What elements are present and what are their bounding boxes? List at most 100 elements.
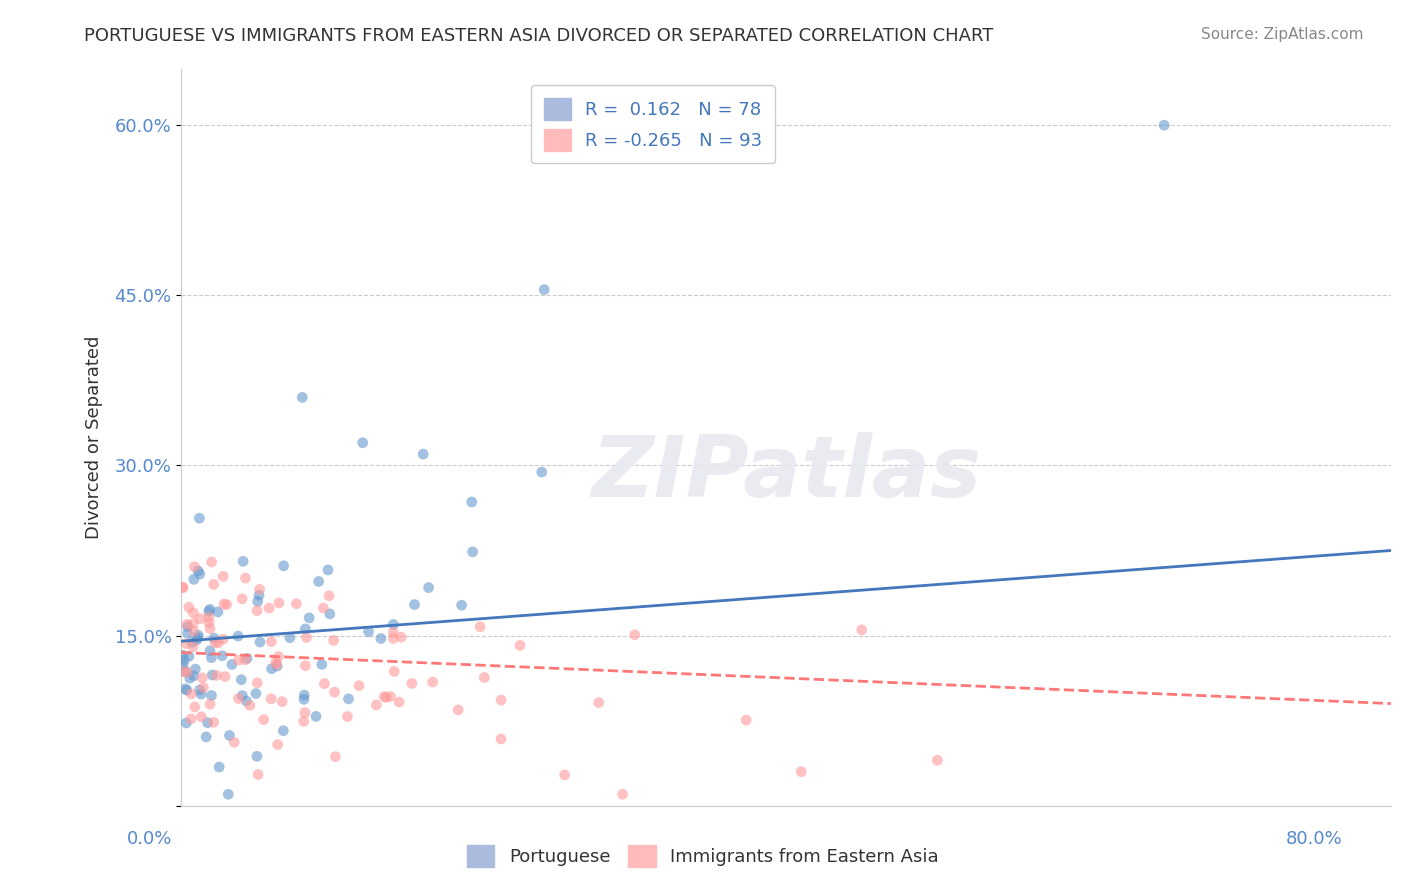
Point bbox=[316, 563, 339, 577]
Point bbox=[202, 631, 225, 645]
Point bbox=[184, 700, 207, 714]
Point bbox=[207, 605, 229, 619]
Point bbox=[249, 582, 271, 597]
Point bbox=[489, 731, 512, 746]
Point bbox=[260, 691, 283, 706]
Point bbox=[412, 447, 434, 461]
Point bbox=[382, 632, 405, 646]
Point bbox=[260, 634, 283, 648]
Point bbox=[450, 598, 472, 612]
Point bbox=[295, 631, 318, 645]
Point bbox=[336, 709, 359, 723]
Point bbox=[198, 644, 221, 658]
Point bbox=[322, 633, 344, 648]
Point bbox=[323, 685, 346, 699]
Point bbox=[200, 650, 222, 665]
Y-axis label: Divorced or Separated: Divorced or Separated bbox=[86, 335, 103, 539]
Point bbox=[204, 635, 226, 649]
Point bbox=[190, 687, 212, 701]
Point bbox=[298, 611, 321, 625]
Point bbox=[312, 601, 335, 615]
Point bbox=[266, 659, 288, 673]
Point bbox=[468, 620, 491, 634]
Point bbox=[404, 598, 426, 612]
Point bbox=[530, 465, 553, 479]
Point bbox=[235, 694, 257, 708]
Point bbox=[533, 283, 555, 297]
Point bbox=[172, 648, 194, 663]
Point bbox=[198, 622, 221, 636]
Point bbox=[375, 690, 398, 705]
Point bbox=[183, 616, 205, 631]
Point bbox=[174, 681, 197, 696]
Point bbox=[382, 665, 405, 679]
Point bbox=[228, 653, 250, 667]
Point bbox=[292, 692, 315, 706]
Point bbox=[422, 675, 444, 690]
Point bbox=[232, 554, 254, 568]
Point bbox=[278, 631, 301, 645]
Point bbox=[172, 581, 194, 595]
Point bbox=[177, 649, 200, 664]
Point bbox=[325, 749, 347, 764]
Point bbox=[221, 657, 243, 672]
Point bbox=[211, 648, 233, 663]
Point bbox=[198, 615, 221, 630]
Point bbox=[461, 495, 484, 509]
Legend: R =  0.162   N = 78, R = -0.265   N = 93: R = 0.162 N = 78, R = -0.265 N = 93 bbox=[531, 85, 775, 163]
Point bbox=[927, 753, 949, 767]
Point bbox=[176, 665, 198, 680]
Point bbox=[180, 712, 202, 726]
Point bbox=[389, 630, 412, 644]
Point bbox=[188, 567, 211, 582]
Point bbox=[188, 511, 211, 525]
Point bbox=[217, 787, 239, 801]
Point bbox=[461, 545, 484, 559]
Point bbox=[790, 764, 813, 779]
Point bbox=[382, 617, 405, 632]
Point bbox=[264, 656, 287, 670]
Point bbox=[319, 607, 342, 621]
Point bbox=[382, 625, 405, 640]
Point bbox=[257, 601, 280, 615]
Point bbox=[231, 689, 253, 703]
Point bbox=[370, 632, 392, 646]
Point bbox=[193, 681, 215, 695]
Point bbox=[186, 632, 208, 647]
Point bbox=[246, 749, 269, 764]
Point bbox=[212, 569, 235, 583]
Point bbox=[271, 695, 294, 709]
Point bbox=[260, 662, 283, 676]
Point bbox=[174, 665, 197, 679]
Text: ZIPatlas: ZIPatlas bbox=[591, 433, 981, 516]
Point bbox=[183, 669, 205, 683]
Point bbox=[200, 555, 222, 569]
Point bbox=[187, 564, 209, 578]
Point bbox=[292, 714, 315, 729]
Point bbox=[190, 710, 212, 724]
Point bbox=[509, 639, 531, 653]
Point bbox=[311, 657, 333, 672]
Point bbox=[249, 635, 271, 649]
Point bbox=[472, 670, 495, 684]
Point bbox=[197, 715, 219, 730]
Point bbox=[294, 658, 316, 673]
Point bbox=[224, 735, 246, 749]
Point bbox=[366, 698, 388, 712]
Point bbox=[201, 668, 224, 682]
Point bbox=[176, 637, 198, 651]
Point bbox=[184, 662, 207, 676]
Point bbox=[231, 673, 253, 687]
Point bbox=[183, 559, 205, 574]
Point bbox=[187, 628, 209, 642]
Point bbox=[205, 668, 228, 682]
Point bbox=[292, 688, 315, 702]
Point bbox=[357, 624, 380, 639]
Point bbox=[588, 696, 610, 710]
Point bbox=[226, 629, 249, 643]
Point bbox=[191, 671, 214, 685]
Point bbox=[305, 709, 328, 723]
Point bbox=[246, 604, 269, 618]
Point bbox=[207, 636, 229, 650]
Point bbox=[195, 730, 218, 744]
